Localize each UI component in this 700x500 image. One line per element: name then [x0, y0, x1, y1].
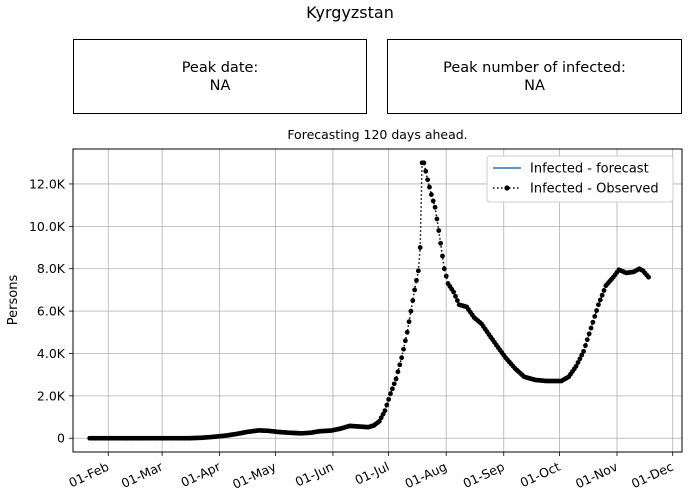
data-point: [436, 228, 442, 233]
x-tick-label: 01-Dec: [629, 459, 676, 491]
peak-date-card: Peak date: NA: [73, 39, 367, 114]
data-point: [404, 329, 410, 335]
y-tick-label: 6.0K: [37, 304, 66, 319]
data-point: [596, 302, 601, 308]
data-point: [391, 381, 397, 387]
x-tick-label: 01-Nov: [573, 458, 620, 491]
data-point: [646, 274, 651, 280]
series-layer: [87, 160, 651, 441]
data-point: [438, 240, 444, 246]
peak-infected-value: NA: [524, 77, 545, 94]
data-point: [586, 331, 592, 337]
data-point: [453, 293, 458, 299]
y-tick-label: 4.0K: [37, 346, 66, 361]
chart-subtitle: Forecasting 120 days ahead.: [287, 127, 468, 142]
x-tick-label: 01-Apr: [178, 458, 223, 490]
x-tick-label: 01-Jul: [352, 459, 391, 488]
x-tick-label: 01-Feb: [66, 459, 111, 491]
peak-date-value: NA: [209, 77, 231, 94]
data-point: [399, 355, 405, 361]
data-point: [430, 198, 436, 204]
y-tick-label: 0: [57, 431, 65, 446]
legend-forecast-label: Infected - forecast: [530, 162, 649, 177]
data-point: [583, 343, 588, 348]
y-tick-label: 2.0K: [37, 388, 66, 403]
data-point: [415, 268, 421, 274]
data-point: [388, 391, 393, 397]
legend-observed-marker: [504, 185, 510, 191]
data-point: [425, 177, 431, 183]
x-tick-label: 01-Mar: [119, 458, 166, 491]
data-point: [573, 363, 579, 369]
data-point: [599, 292, 605, 298]
data-point: [382, 408, 388, 414]
data-point: [590, 319, 596, 325]
data-point: [395, 369, 401, 375]
data-point: [427, 184, 432, 190]
data-point: [389, 386, 395, 392]
peak-infected-card: Peak number of infected: NA: [387, 39, 682, 114]
y-tick-label: 10.0K: [29, 219, 66, 234]
peak-date-label: Peak date:: [181, 59, 259, 76]
series-line: [89, 162, 650, 439]
data-point: [579, 352, 585, 358]
x-tick-label: 01-Sep: [461, 459, 507, 491]
data-point: [421, 160, 427, 166]
data-point: [594, 308, 599, 313]
data-point: [451, 289, 457, 295]
data-point: [592, 313, 598, 319]
data-point: [441, 266, 447, 272]
data-point: [408, 308, 414, 314]
data-point: [406, 319, 412, 325]
data-point: [384, 402, 390, 408]
data-point: [601, 288, 607, 293]
data-point: [432, 204, 438, 210]
x-tick-label: 01-Aug: [402, 459, 449, 491]
data-point: [423, 168, 429, 174]
data-point: [434, 216, 440, 222]
data-point: [575, 360, 581, 365]
y-axis-label: Persons: [6, 275, 21, 326]
data-point: [588, 325, 594, 331]
data-point: [380, 411, 386, 417]
data-point: [597, 297, 603, 303]
legend: Infected - forecast Infected - Observed: [486, 155, 674, 203]
data-point: [584, 337, 590, 343]
peak-infected-label: Peak number of infected:: [443, 59, 626, 76]
x-tick-label: 01-Oct: [518, 459, 563, 491]
data-point: [378, 415, 384, 421]
x-tick-label: 01-Jun: [293, 459, 336, 490]
data-point: [386, 396, 392, 402]
data-point: [401, 346, 406, 352]
data-point: [397, 362, 403, 368]
data-point: [402, 338, 408, 344]
data-point: [414, 277, 419, 283]
axes: 01-Feb 01-Mar 01-Apr 01-May 01-Jun 01-Jul 01-A…: [29, 176, 676, 491]
data-point: [412, 287, 418, 293]
data-point: [577, 356, 583, 362]
data-point: [454, 298, 460, 303]
legend-box: [486, 155, 674, 203]
data-point: [410, 298, 416, 303]
data-point: [376, 418, 382, 424]
plot-frame: [72, 148, 683, 453]
data-point: [393, 376, 399, 382]
y-tick-label: 8.0K: [37, 261, 66, 276]
chart-title: Kyrgyzstan: [306, 3, 394, 22]
data-point: [581, 348, 586, 354]
data-point: [428, 192, 434, 197]
data-point: [417, 245, 423, 250]
y-tick-label: 12.0K: [29, 176, 66, 191]
legend-observed-label: Infected - Observed: [530, 182, 659, 197]
data-point: [440, 253, 445, 259]
data-point: [443, 273, 449, 279]
x-tick-label: 01-May: [230, 458, 279, 491]
